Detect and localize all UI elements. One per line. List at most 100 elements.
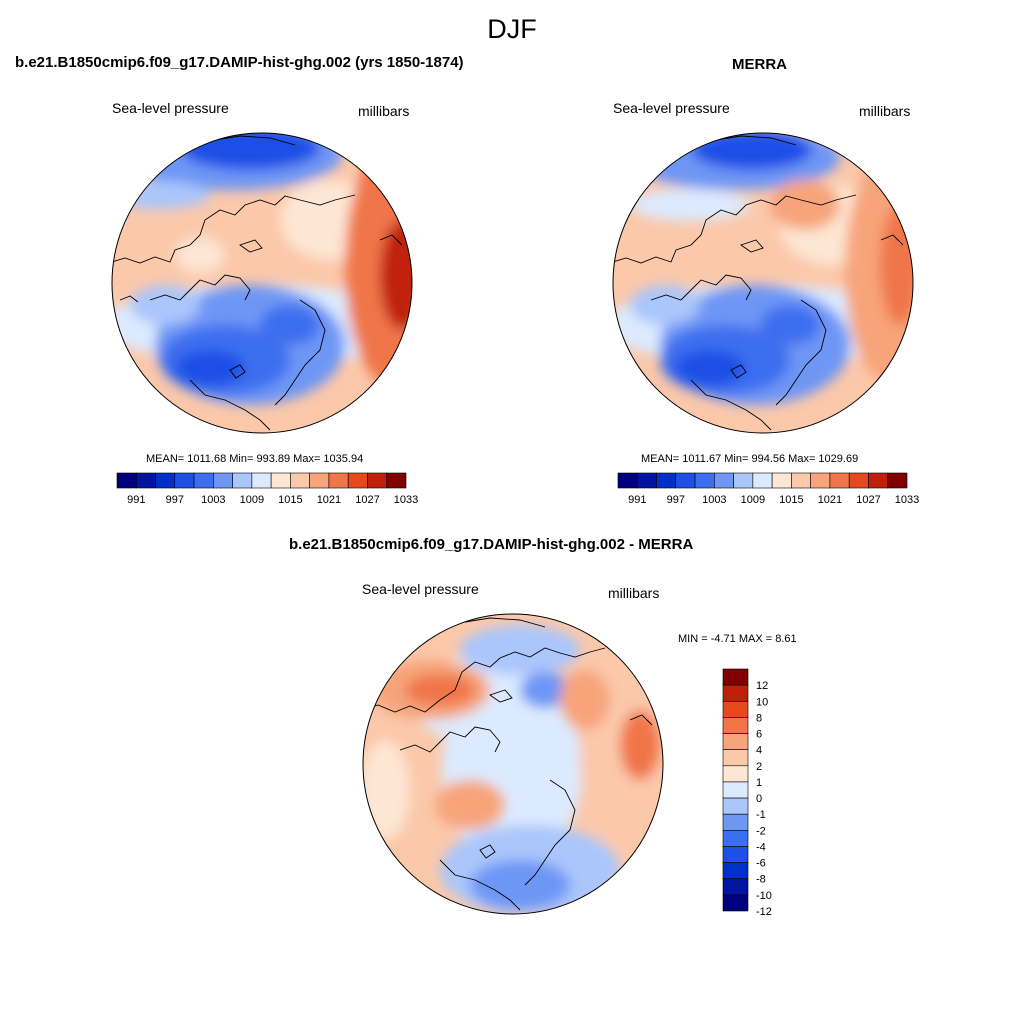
colorbar-model-slp-swatch: [328, 472, 349, 489]
map-difference: [362, 613, 664, 915]
colorbar-merra-slp-tick-label: 1033: [895, 494, 919, 506]
colorbar-difference-tick-label: 10: [756, 696, 768, 708]
map-merra-slp-field: [613, 133, 913, 433]
colorbar-merra-slp-swatch: [752, 472, 773, 489]
colorbar-difference-tick-label: -6: [756, 858, 766, 870]
panel-3-title: b.e21.B1850cmip6.f09_g17.DAMIP-hist-ghg.…: [289, 536, 694, 553]
colorbar-difference-tick-label: -2: [756, 825, 766, 837]
colorbar-model-slp-swatch: [270, 472, 291, 489]
colorbar-model-slp-swatch: [213, 472, 233, 489]
map-model-slp-field: [112, 133, 412, 433]
colorbar-difference-tick-label: 12: [756, 680, 768, 692]
colorbar-merra-slp-swatch: [733, 472, 754, 489]
colorbar-merra-slp: 991 997 1003 1009 1015 1021 1027 1033: [617, 472, 919, 506]
panel-3-left-label: Sea-level pressure: [362, 581, 479, 597]
colorbar-difference-tick-label: -8: [756, 874, 766, 886]
colorbar-difference-tick-label: -4: [756, 841, 766, 853]
colorbar-merra-slp-tick-label: 1021: [818, 494, 842, 506]
colorbar-model-slp-tick-label: 1015: [278, 494, 302, 506]
colorbar-model-slp-swatch: [251, 472, 272, 489]
colorbar-model-slp-swatch: [116, 472, 137, 489]
colorbar-difference-tick-label: -1: [756, 809, 766, 821]
colorbar-model-slp-tick-label: 1021: [317, 494, 341, 506]
colorbar-merra-slp-tick-label: 1027: [856, 494, 880, 506]
colorbar-model-slp-swatch: [367, 472, 388, 489]
map-model-slp: [111, 132, 413, 434]
colorbar-difference-swatch: [722, 830, 749, 847]
colorbar-merra-slp-swatch: [714, 472, 734, 489]
colorbar-model-slp-swatch: [386, 472, 407, 489]
colorbar-difference-swatch: [722, 733, 749, 750]
colorbar-model-slp-tick-label: 991: [127, 494, 145, 506]
map-merra-slp: [612, 132, 914, 434]
panel-1-right-label: millibars: [358, 103, 410, 119]
colorbar-model-slp-tick-label: 1033: [394, 494, 418, 506]
colorbar-merra-slp-swatch: [617, 472, 638, 489]
panel-3-stats: MIN = -4.71 MAX = 8.61: [678, 633, 797, 645]
map-model-slp-boundary: [111, 132, 413, 434]
colorbar-difference-swatch: [722, 813, 749, 831]
panel-2-title: MERRA: [732, 56, 787, 73]
colorbar-difference-swatch: [722, 684, 749, 702]
colorbar-difference-swatch: [722, 846, 749, 863]
colorbar-difference-tick-label: 6: [756, 729, 762, 741]
colorbar-model-slp-swatch: [347, 472, 368, 489]
colorbar-model-slp-tick-label: 997: [166, 494, 184, 506]
colorbar-difference-swatch: [722, 862, 749, 880]
colorbar-merra-slp-tick-label: 1015: [779, 494, 803, 506]
colorbar-merra-slp-tick-label: 1003: [702, 494, 726, 506]
panel-1-title: b.e21.B1850cmip6.f09_g17.DAMIP-hist-ghg.…: [15, 54, 464, 71]
colorbar-difference-swatch: [722, 717, 749, 734]
colorbar-model-slp-swatch: [155, 472, 176, 489]
colorbar-difference-tick-label: 1: [756, 777, 762, 789]
colorbar-merra-slp-swatch: [810, 472, 831, 489]
colorbar-difference-swatch: [722, 797, 749, 815]
colorbar-model-slp-tick-label: 1027: [355, 494, 379, 506]
colorbar-model-slp-swatch: [309, 472, 330, 489]
colorbar-difference-tick-label: 2: [756, 761, 762, 773]
colorbar-model-slp-swatch: [290, 472, 310, 489]
colorbar-difference-swatch: [722, 700, 749, 718]
colorbar-merra-slp-swatch: [791, 472, 811, 489]
panel-3-right-label: millibars: [608, 585, 660, 601]
colorbar-merra-slp-tick-label: 1009: [741, 494, 765, 506]
colorbar-model-slp: 991 997 1003 1009 1015 1021 1027 1033: [116, 472, 418, 506]
colorbar-difference-swatch: [722, 668, 749, 686]
colorbar-model-slp-swatch: [174, 472, 195, 489]
colorbar-difference-tick-label: 8: [756, 712, 762, 724]
colorbar-model-slp-swatch: [232, 472, 253, 489]
colorbar-difference-swatch: [722, 749, 749, 767]
colorbar-model-slp-swatch: [135, 472, 156, 489]
colorbar-difference-tick-label: 0: [756, 793, 762, 805]
map-difference-field: [363, 614, 663, 914]
colorbar-merra-slp-swatch: [656, 472, 677, 489]
colorbar-difference-tick-label: -10: [756, 890, 772, 902]
panel-2-stats: MEAN= 1011.67 Min= 994.56 Max= 1029.69: [641, 453, 859, 465]
panel-1-stats: MEAN= 1011.68 Min= 993.89 Max= 1035.94: [146, 453, 364, 465]
colorbar-merra-slp-swatch: [694, 472, 715, 489]
panel-2-left-label: Sea-level pressure: [613, 100, 730, 116]
colorbar-model-slp-tick-label: 1009: [240, 494, 264, 506]
map-difference-boundary: [362, 613, 664, 915]
colorbar-difference-tick-label: 4: [756, 745, 762, 757]
colorbar-merra-slp-swatch: [675, 472, 696, 489]
map-merra-slp-boundary: [612, 132, 914, 434]
colorbar-difference-swatch: [722, 878, 749, 896]
colorbar-model-slp-swatch: [193, 472, 214, 489]
colorbar-model-slp-tick-label: 1003: [201, 494, 225, 506]
colorbar-merra-slp-tick-label: 991: [628, 494, 646, 506]
panel-2-right-label: millibars: [859, 103, 911, 119]
colorbar-merra-slp-swatch: [868, 472, 889, 489]
figure-title: DJF: [487, 14, 537, 44]
panel-1-left-label: Sea-level pressure: [112, 100, 229, 116]
colorbar-merra-slp-swatch: [829, 472, 850, 489]
colorbar-difference-tick-label: -12: [756, 906, 772, 918]
colorbar-difference-swatch: [722, 781, 749, 799]
colorbar-difference-swatch: [722, 894, 749, 912]
colorbar-merra-slp-swatch: [848, 472, 869, 489]
colorbar-merra-slp-swatch: [887, 472, 908, 489]
colorbar-merra-slp-tick-label: 997: [667, 494, 685, 506]
colorbar-difference-swatch: [722, 765, 749, 783]
